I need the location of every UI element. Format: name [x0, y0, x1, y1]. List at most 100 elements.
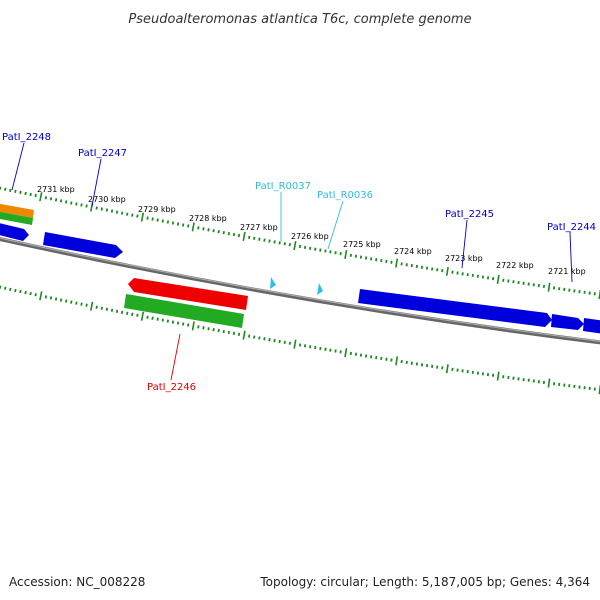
inner-major-tick	[293, 339, 297, 349]
gene-bar-patl-2244[interactable]	[551, 314, 584, 330]
scale-label-2726: 2726 kbp	[291, 232, 329, 241]
leader-patl-2248	[11, 142, 25, 191]
outer-minor-tick	[507, 279, 510, 283]
outer-minor-tick	[390, 260, 393, 264]
inner-minor-tick	[324, 347, 327, 351]
gene-label-patl-2245[interactable]: PatI_2245	[445, 209, 494, 220]
outer-minor-tick	[431, 267, 434, 271]
inner-minor-tick	[131, 312, 134, 316]
rna-arrow-patl-r0037[interactable]	[270, 277, 276, 289]
outer-minor-tick	[9, 188, 12, 192]
inner-minor-tick	[263, 337, 266, 341]
inner-minor-tick	[120, 310, 124, 314]
inner-minor-tick	[512, 376, 515, 380]
outer-minor-tick	[273, 240, 276, 244]
outer-minor-tick	[248, 235, 251, 239]
outer-minor-tick	[334, 251, 337, 255]
outer-minor-tick	[4, 187, 7, 191]
inner-minor-tick	[95, 305, 98, 309]
outer-minor-tick	[171, 221, 175, 225]
outer-major-tick	[445, 266, 449, 276]
outer-major-tick	[496, 274, 500, 285]
inner-minor-tick	[400, 359, 403, 364]
inner-minor-tick	[314, 345, 317, 350]
inner-minor-tick	[248, 334, 251, 338]
outer-minor-tick	[70, 201, 73, 205]
map-title: Pseudoalteromonas atlantica T6c, complet…	[128, 12, 471, 27]
outer-minor-tick	[222, 231, 225, 235]
gene-label-patl-2246[interactable]: PatI_2246	[147, 382, 196, 393]
outer-minor-tick	[197, 226, 200, 230]
outer-minor-tick	[517, 280, 520, 285]
gene-bar-patl-2248[interactable]	[0, 222, 29, 241]
inner-minor-tick	[9, 287, 12, 291]
outer-minor-tick	[146, 216, 149, 220]
inner-minor-tick	[329, 348, 332, 352]
inner-minor-tick	[70, 300, 73, 304]
gene-label-patl-2244[interactable]: PatI_2244	[547, 222, 596, 233]
inner-minor-tick	[431, 364, 434, 368]
outer-minor-tick	[24, 191, 27, 196]
scale-label-2725: 2725 kbp	[343, 240, 381, 249]
inner-minor-tick	[24, 290, 27, 295]
inner-minor-tick	[212, 328, 215, 332]
gene-label-patl-2248[interactable]: PatI_2248	[2, 132, 51, 143]
genome-backbone	[0, 237, 600, 345]
accession-text: Accession: NC_008228	[9, 575, 145, 589]
inner-minor-tick	[339, 350, 342, 354]
inner-minor-tick	[202, 326, 205, 330]
outer-minor-tick	[14, 189, 17, 193]
inner-minor-tick	[197, 325, 200, 329]
gene-label-patl-r0036[interactable]: PatI_R0036	[317, 190, 373, 201]
inner-minor-tick	[268, 338, 271, 342]
outer-minor-tick	[202, 227, 205, 231]
outer-minor-tick	[563, 287, 566, 292]
genome-summary-text: Topology: circular; Length: 5,187,005 bp…	[259, 575, 590, 589]
inner-minor-tick	[278, 339, 281, 344]
outer-minor-tick	[131, 213, 134, 217]
outer-minor-tick	[34, 193, 37, 198]
outer-minor-tick	[253, 236, 256, 240]
outer-minor-tick	[349, 253, 352, 257]
green-feature-reverse[interactable]	[124, 294, 244, 328]
outer-major-tick	[344, 249, 348, 260]
outer-major-tick	[293, 241, 297, 251]
inner-minor-tick	[283, 340, 286, 345]
outer-minor-tick	[593, 292, 596, 296]
outer-minor-tick	[19, 190, 22, 195]
genome-backbone-highlight	[0, 237, 600, 342]
gene-bar-patl-2246[interactable]	[128, 278, 248, 310]
inner-minor-tick	[65, 299, 68, 303]
outer-minor-tick	[451, 270, 454, 274]
outer-minor-tick	[85, 204, 88, 208]
leader-patl-2245	[461, 219, 468, 269]
outer-minor-tick	[212, 229, 215, 233]
outer-minor-tick	[542, 284, 546, 289]
scale-label-2722: 2722 kbp	[496, 261, 534, 270]
gene-bar-patl-2247[interactable]	[43, 232, 123, 258]
inner-major-tick	[547, 378, 551, 388]
outer-minor-tick	[354, 254, 358, 258]
inner-minor-tick	[298, 343, 302, 347]
orange-feature[interactable]	[0, 203, 34, 218]
gene-bar-patl-2245[interactable]	[358, 289, 552, 327]
inner-minor-tick	[309, 345, 312, 349]
inner-major-tick	[39, 291, 43, 301]
green-feature-left[interactable]	[0, 211, 33, 225]
inner-minor-tick	[49, 296, 53, 300]
label-leaders	[11, 142, 573, 381]
outer-minor-tick	[415, 264, 418, 269]
gene-label-patl-2247[interactable]: PatI_2247	[78, 148, 127, 159]
inner-minor-tick	[288, 341, 291, 345]
gene-bar-next[interactable]	[583, 318, 600, 334]
inner-minor-tick	[451, 367, 454, 372]
inner-minor-tick	[227, 330, 230, 335]
inner-minor-tick	[85, 303, 88, 307]
gene-label-patl-r0037[interactable]: PatI_R0037	[255, 181, 311, 192]
inner-minor-tick	[54, 297, 58, 301]
outer-minor-tick	[227, 231, 230, 236]
inner-minor-tick	[176, 321, 180, 325]
inner-minor-tick	[136, 313, 139, 317]
inner-minor-tick	[222, 329, 225, 334]
rna-arrow-patl-r0036[interactable]	[317, 283, 323, 295]
